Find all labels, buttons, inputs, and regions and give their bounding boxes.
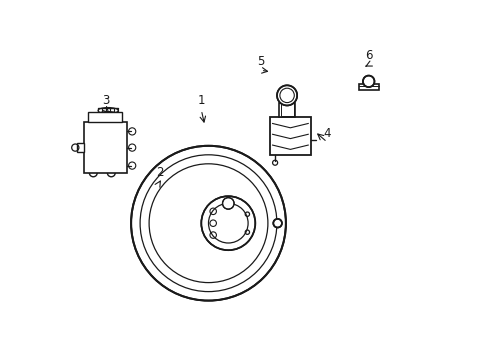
Bar xyxy=(280,103,293,116)
Text: 4: 4 xyxy=(323,127,330,140)
Circle shape xyxy=(273,219,282,228)
Bar xyxy=(84,122,127,173)
Circle shape xyxy=(276,85,297,105)
Circle shape xyxy=(362,76,374,87)
Text: 6: 6 xyxy=(364,49,372,62)
Circle shape xyxy=(201,196,255,250)
Polygon shape xyxy=(269,117,310,155)
Text: 3: 3 xyxy=(102,94,109,107)
Circle shape xyxy=(131,146,285,301)
Circle shape xyxy=(222,198,234,209)
Text: 5: 5 xyxy=(257,55,264,68)
Text: 2: 2 xyxy=(156,166,163,179)
Bar xyxy=(279,103,294,117)
Bar xyxy=(77,143,84,152)
Text: 1: 1 xyxy=(197,94,204,107)
Bar xyxy=(88,112,122,122)
Bar xyxy=(358,84,378,90)
